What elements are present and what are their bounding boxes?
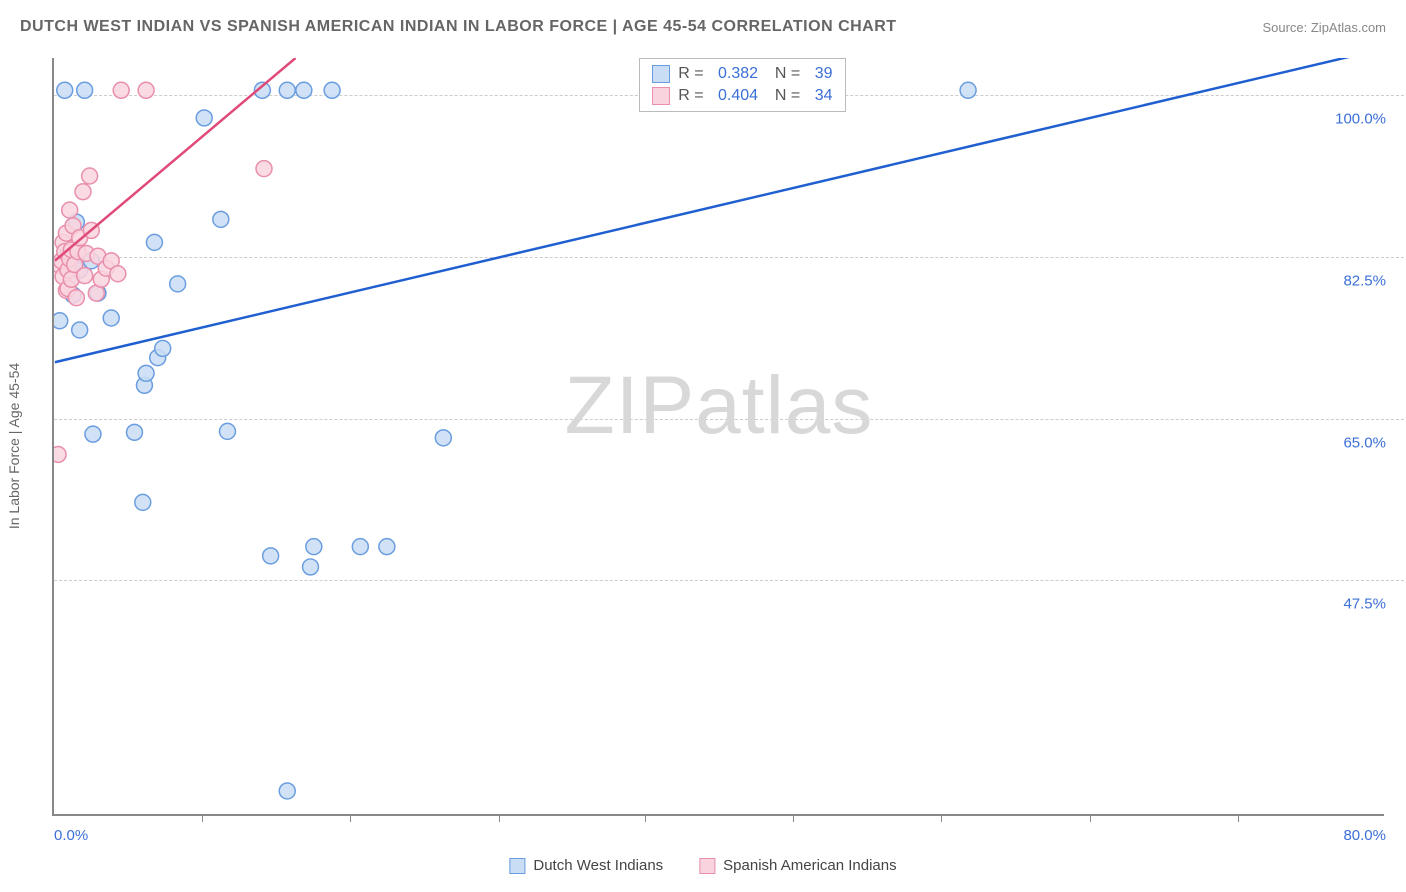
x-tick <box>1090 814 1091 822</box>
series-legend: Dutch West Indians Spanish American Indi… <box>509 857 896 874</box>
legend-item-spanish: Spanish American Indians <box>699 857 896 874</box>
legend-swatch-spanish <box>699 858 715 874</box>
legend-r-value-spanish: 0.404 <box>718 87 758 105</box>
legend-n-value-dutch: 39 <box>815 65 833 83</box>
x-tick-label: 80.0% <box>1343 827 1386 844</box>
legend-n-value-spanish: 34 <box>815 87 833 105</box>
chart-title: DUTCH WEST INDIAN VS SPANISH AMERICAN IN… <box>20 18 897 36</box>
legend-row-dutch: R = 0.382 N = 39 <box>648 63 836 85</box>
x-tick <box>1238 814 1239 822</box>
scatter-svg <box>54 58 1384 814</box>
x-tick <box>793 814 794 822</box>
x-tick <box>202 814 203 822</box>
legend-label-spanish: Spanish American Indians <box>723 857 896 874</box>
legend-row-spanish: R = 0.404 N = 34 <box>648 85 836 107</box>
x-tick-label: 0.0% <box>54 827 88 844</box>
y-tick-label: 65.0% <box>1339 434 1386 451</box>
plot-area: ZIPatlas R = 0.382 N = 39 R = 0.404 N = … <box>52 58 1384 816</box>
x-tick <box>499 814 500 822</box>
legend-r-value-dutch: 0.382 <box>718 65 758 83</box>
legend-n-label: N = <box>766 65 805 83</box>
y-tick-label: 47.5% <box>1339 596 1386 613</box>
swatch-spanish <box>652 87 670 105</box>
y-tick-label: 100.0% <box>1331 110 1386 127</box>
swatch-dutch <box>652 65 670 83</box>
watermark: ZIPatlas <box>565 359 874 453</box>
y-axis-label: In Labor Force | Age 45-54 <box>6 363 22 529</box>
legend-label-dutch: Dutch West Indians <box>533 857 663 874</box>
correlation-legend: R = 0.382 N = 39 R = 0.404 N = 34 <box>639 58 845 112</box>
legend-swatch-dutch <box>509 858 525 874</box>
source-attribution: Source: ZipAtlas.com <box>1262 20 1386 35</box>
legend-r-label: R = <box>678 87 708 105</box>
x-tick <box>350 814 351 822</box>
y-tick-label: 82.5% <box>1339 272 1386 289</box>
legend-item-dutch: Dutch West Indians <box>509 857 663 874</box>
x-tick <box>941 814 942 822</box>
legend-n-label: N = <box>766 87 805 105</box>
legend-r-label: R = <box>678 65 708 83</box>
gridline <box>54 419 1404 420</box>
gridline <box>54 580 1404 581</box>
x-tick <box>645 814 646 822</box>
gridline <box>54 257 1404 258</box>
